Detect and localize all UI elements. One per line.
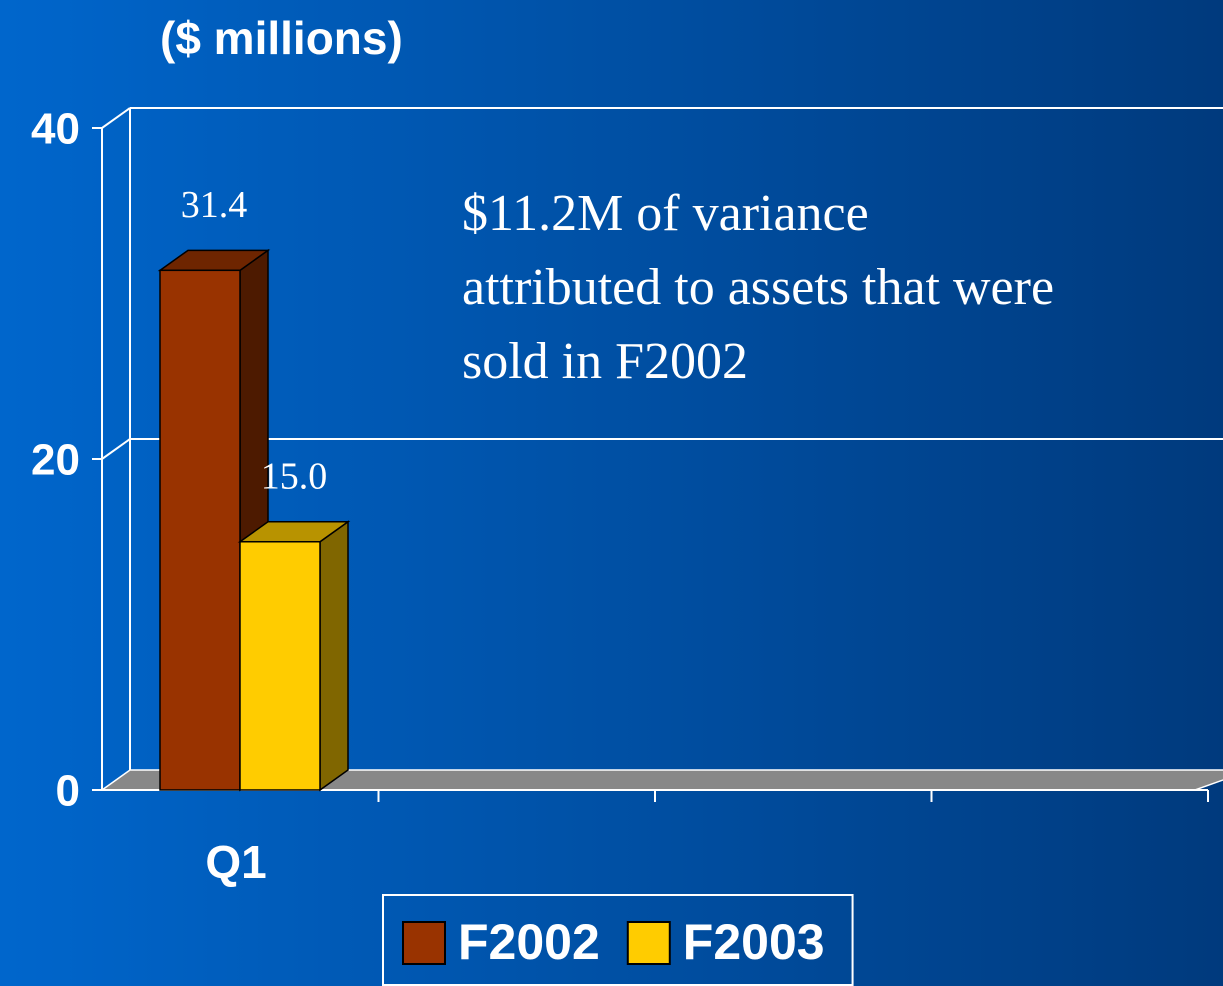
grid-line [101, 438, 131, 460]
bar [239, 541, 321, 791]
value-label: 15.0 [261, 455, 328, 497]
legend-swatch [402, 921, 446, 965]
y-tick-label: 40 [31, 105, 80, 154]
value-label: 31.4 [181, 184, 248, 226]
legend-label: F2003 [683, 914, 825, 970]
axis-title: ($ millions) [160, 12, 403, 64]
y-tick-label: 20 [31, 436, 80, 485]
legend-label: F2002 [458, 914, 600, 970]
annotation: attributed to assets that were [462, 259, 1054, 316]
x-tick-label: Q1 [205, 836, 266, 888]
annotation: $11.2M of variance [462, 185, 869, 242]
legend [382, 894, 854, 986]
annotation: sold in F2002 [462, 333, 748, 390]
bar-side [319, 520, 349, 792]
bar [159, 269, 241, 791]
grid-line [101, 107, 131, 129]
y-tick-label: 0 [56, 767, 80, 816]
legend-swatch [626, 921, 671, 965]
